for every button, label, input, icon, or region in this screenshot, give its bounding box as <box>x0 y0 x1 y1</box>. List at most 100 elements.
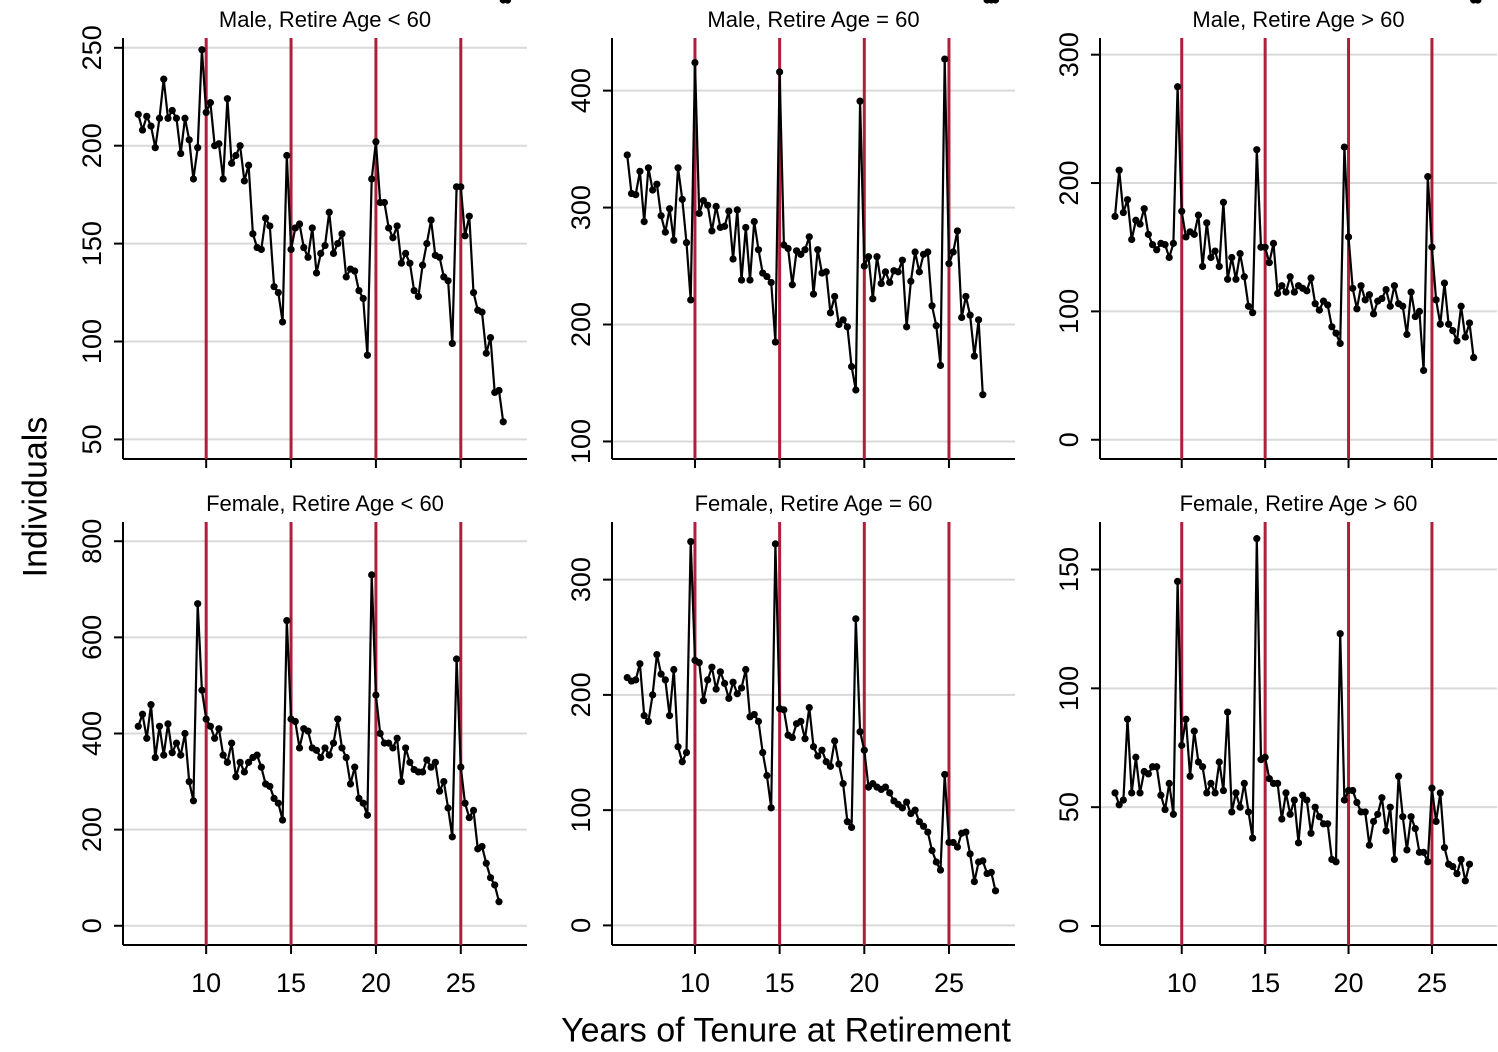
x-tick-label: 25 <box>934 968 964 998</box>
data-point <box>308 224 316 232</box>
data-point <box>1315 813 1323 821</box>
panel-title: Female, Retire Age = 60 <box>695 491 933 516</box>
data-point <box>903 798 911 806</box>
data-point <box>1428 784 1436 792</box>
data-point <box>665 205 674 213</box>
data-point <box>160 751 168 759</box>
data-point <box>1369 310 1378 318</box>
data-point <box>822 758 830 766</box>
data-point <box>185 777 193 786</box>
data-point <box>1453 337 1461 345</box>
data-point <box>657 670 665 678</box>
data-point <box>393 222 401 230</box>
data-point <box>1269 239 1278 247</box>
data-point <box>1474 0 1482 4</box>
data-point <box>312 269 321 277</box>
series-line <box>1113 85 1475 372</box>
data-point <box>818 746 826 754</box>
data-point <box>860 262 868 270</box>
data-point <box>1274 289 1282 298</box>
data-point <box>653 180 661 188</box>
data-point <box>839 316 847 324</box>
data-point <box>351 267 359 275</box>
data-point <box>1332 858 1340 866</box>
data-point <box>1386 302 1394 310</box>
data-point <box>372 691 380 699</box>
data-point <box>351 763 359 771</box>
y-tick-label: 0 <box>566 918 596 933</box>
y-tick-label: 300 <box>1054 32 1084 77</box>
data-point <box>274 799 282 807</box>
data-point <box>194 144 202 152</box>
data-point <box>847 823 856 832</box>
data-point <box>797 717 805 725</box>
data-point <box>953 227 962 235</box>
data-point <box>1240 273 1248 281</box>
data-point <box>355 794 363 802</box>
data-point <box>435 787 444 795</box>
data-point <box>1311 803 1319 811</box>
data-point <box>915 818 923 826</box>
x-tick-label: 25 <box>1417 968 1447 998</box>
data-point <box>283 616 291 625</box>
data-point <box>338 744 346 752</box>
data-point <box>1111 212 1119 221</box>
data-point <box>380 198 389 207</box>
data-point <box>1161 241 1169 249</box>
data-point <box>974 316 983 324</box>
data-point <box>1244 808 1253 816</box>
y-tick-label: 400 <box>566 68 596 113</box>
data-point <box>1386 803 1394 811</box>
data-point <box>991 887 1000 895</box>
data-point <box>1403 330 1411 339</box>
x-tick-label: 15 <box>765 968 795 998</box>
series-line <box>626 540 997 892</box>
data-point <box>295 220 304 228</box>
data-point <box>1411 312 1419 321</box>
data-point <box>742 665 750 674</box>
data-point <box>321 744 329 752</box>
data-point <box>1399 302 1407 310</box>
series-line <box>137 573 501 902</box>
data-point <box>970 352 978 360</box>
x-tick-label: 10 <box>191 968 221 998</box>
y-tick-label: 50 <box>77 424 107 454</box>
data-point <box>1420 366 1428 375</box>
data-point <box>665 712 674 720</box>
data-point <box>435 253 444 261</box>
data-point <box>1365 841 1373 849</box>
data-point <box>134 110 142 118</box>
data-point <box>342 273 350 281</box>
data-point <box>427 216 435 224</box>
data-point <box>427 763 435 771</box>
y-tick-label: 100 <box>77 319 107 364</box>
data-point <box>649 691 657 699</box>
data-point <box>788 281 796 289</box>
series-line <box>137 48 505 422</box>
data-point <box>215 725 223 733</box>
data-point <box>1128 235 1136 244</box>
data-point <box>1282 288 1290 296</box>
data-point <box>742 223 750 232</box>
data-point <box>1324 301 1332 309</box>
data-point <box>1224 708 1232 716</box>
data-point <box>397 777 405 786</box>
data-point <box>661 676 669 684</box>
data-point <box>1424 173 1432 181</box>
data-point <box>932 322 940 330</box>
data-point <box>402 744 410 752</box>
data-point <box>936 361 945 370</box>
data-point <box>759 748 767 757</box>
data-point <box>223 758 231 766</box>
data-point <box>949 248 957 256</box>
data-point <box>1194 758 1203 766</box>
data-point <box>1315 306 1323 314</box>
data-point <box>670 665 678 674</box>
data-point <box>1253 535 1261 543</box>
data-point <box>452 655 461 663</box>
data-point <box>835 320 843 329</box>
data-point <box>1198 262 1207 271</box>
data-point <box>1173 577 1182 586</box>
data-point <box>661 228 669 236</box>
data-point <box>1274 779 1282 788</box>
